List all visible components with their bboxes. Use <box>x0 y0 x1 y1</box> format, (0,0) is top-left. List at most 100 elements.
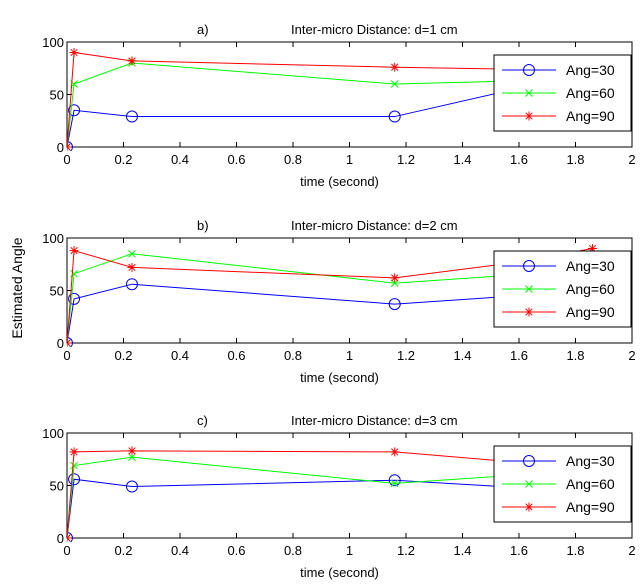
data-point <box>68 473 81 486</box>
x-tick-label: 1.6 <box>510 348 528 363</box>
data-point <box>128 249 136 258</box>
data-point <box>128 453 136 462</box>
series-line-Ang=30 <box>67 87 520 148</box>
data-point <box>127 262 137 272</box>
legend-marker <box>525 480 533 488</box>
legend-marker <box>523 455 535 467</box>
y-tick-label: 50 <box>50 88 64 103</box>
x-tick-label: 1.2 <box>397 152 415 167</box>
x-tick-label: 0.4 <box>171 348 189 363</box>
data-point <box>127 446 137 456</box>
data-point <box>388 474 401 487</box>
data-point <box>67 338 72 347</box>
y-tick-label: 0 <box>57 140 64 155</box>
data-point <box>390 62 400 72</box>
legend-marker <box>525 89 533 97</box>
data-point <box>390 80 399 88</box>
x-tick-label: 2 <box>628 152 635 167</box>
x-tick-label: 0.2 <box>114 348 132 363</box>
x-tick-label: 1 <box>346 543 353 558</box>
x-tick-label: 0.4 <box>171 152 189 167</box>
data-point <box>67 337 73 347</box>
x-tick-label: 0 <box>63 348 70 363</box>
x-tick-label: 1.2 <box>397 543 415 558</box>
y-tick-label: 0 <box>57 531 64 546</box>
x-tick-label: 0.8 <box>284 152 302 167</box>
x-tick-label: 0.8 <box>284 543 302 558</box>
legend-entry: Ang=30 <box>566 258 615 274</box>
x-tick-label: 2 <box>628 543 635 558</box>
x-tick-label: 0.2 <box>114 152 132 167</box>
x-tick-label: 0.2 <box>114 543 132 558</box>
x-tick-label: 1.2 <box>397 348 415 363</box>
x-axis-label: time (second) <box>300 565 379 580</box>
y-tick-label: 0 <box>57 336 64 351</box>
x-axis-label: time (second) <box>300 174 379 189</box>
legend-entry: Ang=60 <box>566 85 615 101</box>
legend-marker <box>523 260 535 272</box>
data-point <box>388 110 401 123</box>
legend-marker <box>524 111 534 121</box>
series-line-Ang=30 <box>67 478 520 539</box>
data-point <box>69 447 79 457</box>
panel-label: a) <box>197 22 209 37</box>
legend-marker <box>524 307 534 317</box>
legend-entry: Ang=90 <box>566 499 615 515</box>
legend-entry: Ang=90 <box>566 108 615 124</box>
panel-title: Inter-micro Distance: d=2 cm <box>291 218 458 233</box>
x-tick-label: 0.6 <box>227 543 245 558</box>
x-tick-label: 1.4 <box>453 348 471 363</box>
data-point <box>390 447 400 457</box>
data-point <box>67 533 72 542</box>
figure-ylabel: Estimated Angle <box>9 237 25 338</box>
panel-label: c) <box>197 413 208 428</box>
x-axis-label: time (second) <box>300 370 379 385</box>
data-point <box>69 48 79 57</box>
x-tick-label: 1 <box>346 152 353 167</box>
x-tick-label: 1.8 <box>566 348 584 363</box>
x-tick-label: 0 <box>63 543 70 558</box>
legend-entry: Ang=60 <box>566 281 615 297</box>
x-tick-label: 0 <box>63 152 70 167</box>
series-line-Ang=30 <box>67 283 520 344</box>
legend-entry: Ang=90 <box>566 304 615 320</box>
panel-title: Inter-micro Distance: d=3 cm <box>291 413 458 428</box>
legend-marker <box>525 285 533 293</box>
data-point <box>68 104 81 117</box>
data-point <box>390 273 400 283</box>
x-tick-label: 1.8 <box>566 543 584 558</box>
data-point <box>388 298 401 311</box>
data-point <box>68 292 81 305</box>
data-point <box>67 141 73 151</box>
y-tick-label: 100 <box>42 35 64 50</box>
legend-entry: Ang=30 <box>566 453 615 469</box>
y-tick-label: 100 <box>42 231 64 246</box>
data-point <box>390 479 399 488</box>
x-tick-label: 1.4 <box>453 152 471 167</box>
chart-panel-1: 0 0.2 0.4 0.6 0.8 1 1.2 1.4 1.6 1.8 2 0 50 100 a) Inter… <box>42 22 635 189</box>
y-tick-label: 100 <box>42 426 64 441</box>
legend: Ang=30 Ang=60 Ang=90 <box>493 445 632 523</box>
legend-marker <box>523 64 535 76</box>
x-tick-label: 1 <box>346 348 353 363</box>
x-tick-label: 1.6 <box>510 543 528 558</box>
data-point <box>67 532 73 542</box>
x-tick-label: 1.4 <box>453 543 471 558</box>
legend: Ang=30 Ang=60 Ang=90 <box>493 250 632 328</box>
legend-marker <box>524 502 534 512</box>
data-point <box>70 461 78 470</box>
data-point <box>69 246 79 256</box>
panel-label: b) <box>197 218 209 233</box>
legend: Ang=30 Ang=60 Ang=90 <box>493 54 632 132</box>
data-point <box>125 480 138 493</box>
y-tick-label: 50 <box>50 479 64 494</box>
data-point <box>125 278 138 291</box>
x-tick-label: 0.4 <box>171 543 189 558</box>
data-point <box>127 56 137 66</box>
x-tick-label: 0.6 <box>227 348 245 363</box>
panel-title: Inter-micro Distance: d=1 cm <box>291 22 458 37</box>
data-point <box>125 110 138 123</box>
x-tick-label: 2 <box>628 348 635 363</box>
legend-entry: Ang=60 <box>566 476 615 492</box>
